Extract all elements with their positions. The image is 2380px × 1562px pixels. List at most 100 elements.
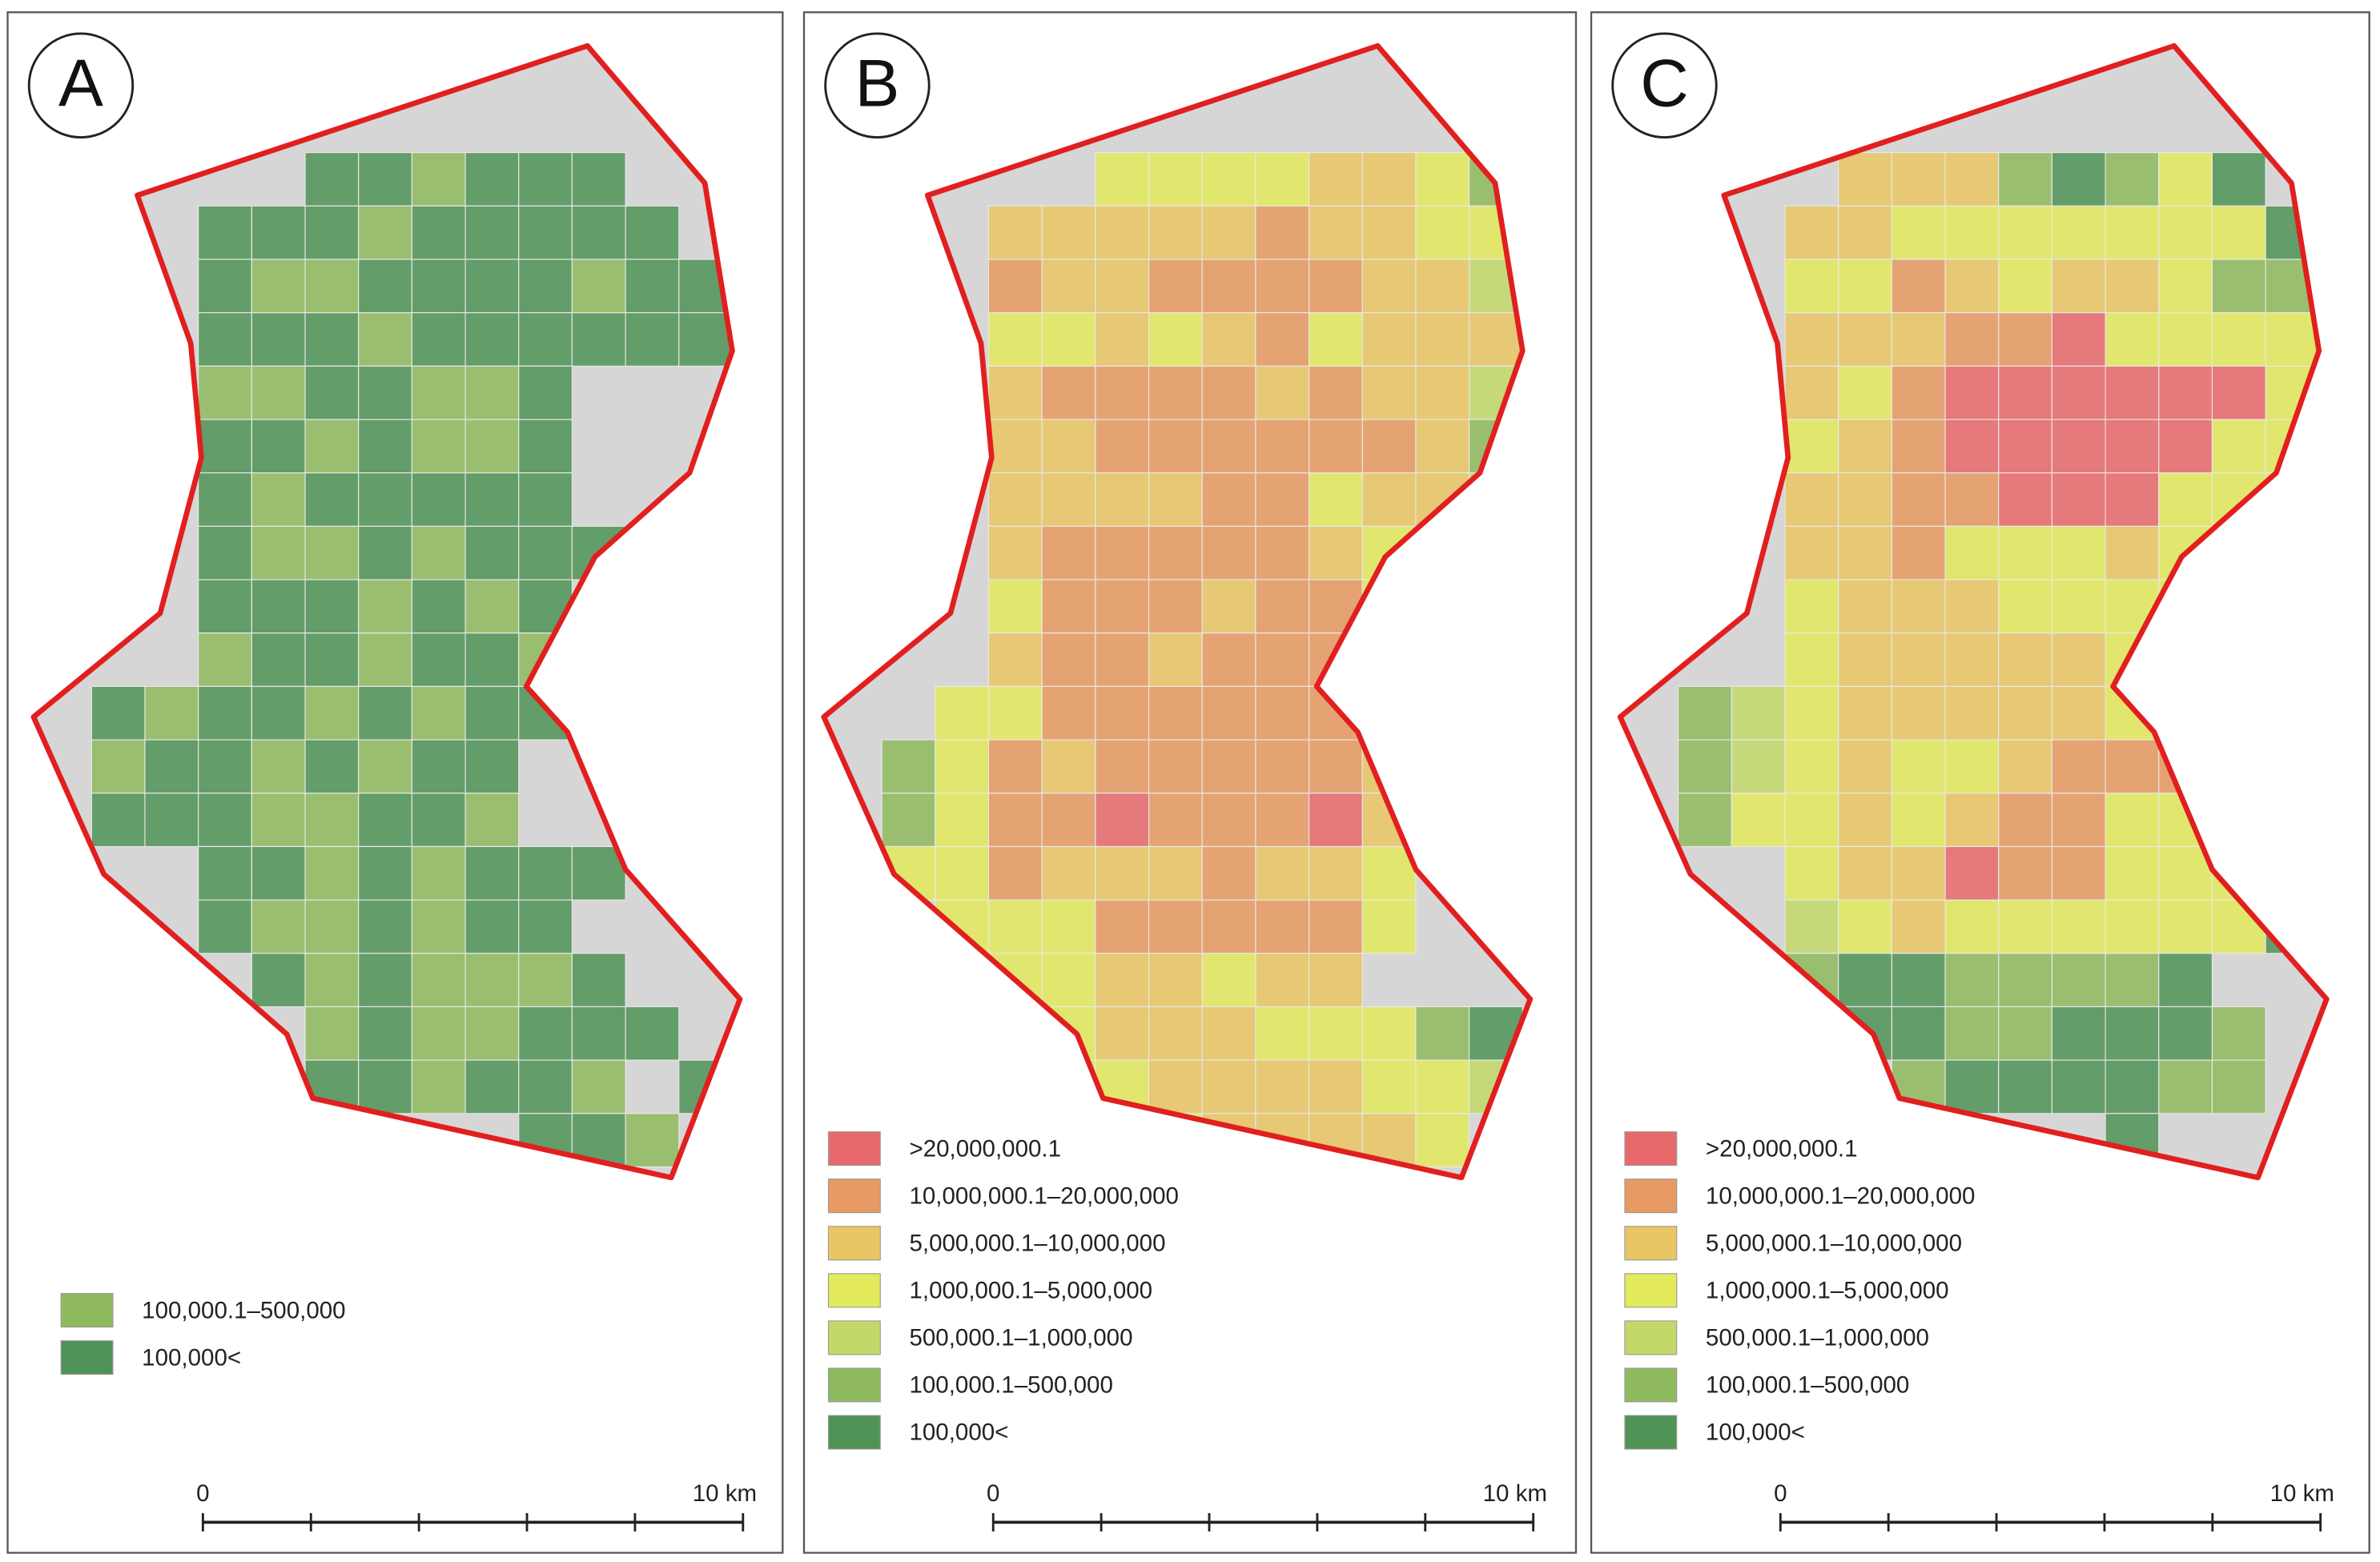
grid-cell: [1148, 205, 1203, 260]
grid-cell: [1309, 953, 1363, 1008]
grid-cell: [411, 419, 466, 474]
grid-cell: [1201, 899, 1256, 954]
grid-cell: [1891, 793, 1946, 847]
grid-cell: [411, 793, 466, 847]
grid-cell: [1944, 632, 2000, 687]
grid-cell: [1998, 152, 2052, 207]
grid-cell: [1148, 793, 1203, 847]
grid-cell: [1891, 472, 1946, 527]
grid-cell: [987, 419, 1043, 474]
grid-cell: [304, 259, 360, 314]
legend-swatch: [1624, 1226, 1678, 1261]
grid-cell: [2158, 1006, 2213, 1061]
grid-cell: [1731, 739, 1786, 794]
panel-label-circle: [1611, 32, 1718, 139]
grid-cell: [251, 739, 306, 794]
scale-end: 10 km: [1483, 1480, 1547, 1507]
grid-cell: [1095, 953, 1150, 1008]
grid-cell: [935, 685, 990, 741]
legend-label: 10,000,000.1–20,000,000: [1706, 1183, 1975, 1209]
grid-cell: [1678, 793, 1732, 847]
grid-cell: [571, 205, 626, 260]
grid-cell: [1944, 205, 2000, 260]
legend-swatch: [827, 1415, 881, 1450]
grid-cell: [881, 793, 936, 847]
grid-cell: [1891, 899, 1946, 954]
grid-cell: [1201, 953, 1256, 1008]
grid-cell: [1095, 845, 1150, 901]
grid-cell: [1891, 312, 1946, 367]
grid-cell: [1891, 579, 1946, 634]
grid-cell: [1148, 632, 1203, 687]
grid-cell: [304, 953, 360, 1008]
grid-cell: [1944, 1006, 2000, 1061]
grid-cell: [1255, 205, 1310, 260]
grid-cell: [2158, 205, 2213, 260]
grid-cell: [1678, 685, 1732, 741]
legend-label: 5,000,000.1–10,000,000: [909, 1230, 1165, 1256]
legend-swatch: [827, 1367, 881, 1403]
grid-cell: [198, 632, 252, 687]
legend-swatch: [1624, 1273, 1678, 1308]
grid-cell: [1148, 472, 1203, 527]
grid-cell: [2105, 312, 2160, 367]
grid-cell: [2051, 579, 2106, 634]
grid-cell: [1041, 793, 1096, 847]
grid-cell: [144, 685, 199, 741]
grid-cell: [1891, 259, 1946, 314]
grid-cell: [987, 632, 1043, 687]
grid-cell: [358, 472, 412, 527]
grid-cell: [358, 632, 412, 687]
grid-cell: [1944, 793, 2000, 847]
grid-cell: [464, 632, 520, 687]
grid-cell: [251, 953, 306, 1008]
grid-cell: [2105, 739, 2160, 794]
grid-cell: [411, 739, 466, 794]
grid-cell: [1309, 1006, 1363, 1061]
grid-cell: [1095, 365, 1150, 420]
grid-cell: [90, 793, 146, 847]
grid-cell: [251, 205, 306, 260]
grid-cell: [2158, 312, 2213, 367]
grid-cell: [1309, 472, 1363, 527]
grid-cell: [251, 525, 306, 580]
grid-cell: [1041, 312, 1096, 367]
grid-cell: [304, 312, 360, 367]
legend-label: 100,000.1–500,000: [1706, 1372, 1909, 1399]
grid-cell: [1784, 579, 1839, 634]
grid-cell: [358, 365, 412, 420]
grid-cell: [1148, 579, 1203, 634]
legend-swatch: [827, 1226, 881, 1261]
grid-cell: [2051, 1059, 2106, 1114]
grid-cell: [1148, 312, 1203, 367]
grid-cell: [1255, 845, 1310, 901]
grid-cell: [1944, 525, 2000, 580]
grid-cell: [1148, 152, 1203, 207]
grid-cell: [1148, 1006, 1203, 1061]
grid-cell: [1838, 152, 1892, 207]
grid-cell: [411, 845, 466, 901]
grid-cell: [1731, 685, 1786, 741]
grid-cell: [2105, 525, 2160, 580]
grid-cell: [358, 525, 412, 580]
study-area: [33, 46, 740, 1178]
map-panel: B >20,000,000.1 10,000,000.1–20,000,000 5,0…: [802, 11, 1578, 1554]
grid-cell: [1784, 632, 1839, 687]
grid-cell: [411, 205, 466, 260]
grid-cell: [1201, 793, 1256, 847]
grid-cell: [2051, 845, 2106, 901]
legend-swatch: [1624, 1415, 1678, 1450]
grid-cell: [1255, 953, 1310, 1008]
grid-cell: [1148, 1059, 1203, 1114]
grid-cell: [1891, 365, 1946, 420]
legend-swatch: [827, 1320, 881, 1355]
grid-cell: [198, 845, 252, 901]
panel-label: A: [58, 46, 103, 121]
grid-cell: [2105, 845, 2160, 901]
grid-cell: [518, 205, 573, 260]
grid-cell: [1309, 205, 1363, 260]
grid-cell: [1201, 632, 1256, 687]
legend-swatch: [60, 1340, 114, 1375]
boundary: [30, 42, 743, 1181]
grid-cell: [1784, 845, 1839, 901]
